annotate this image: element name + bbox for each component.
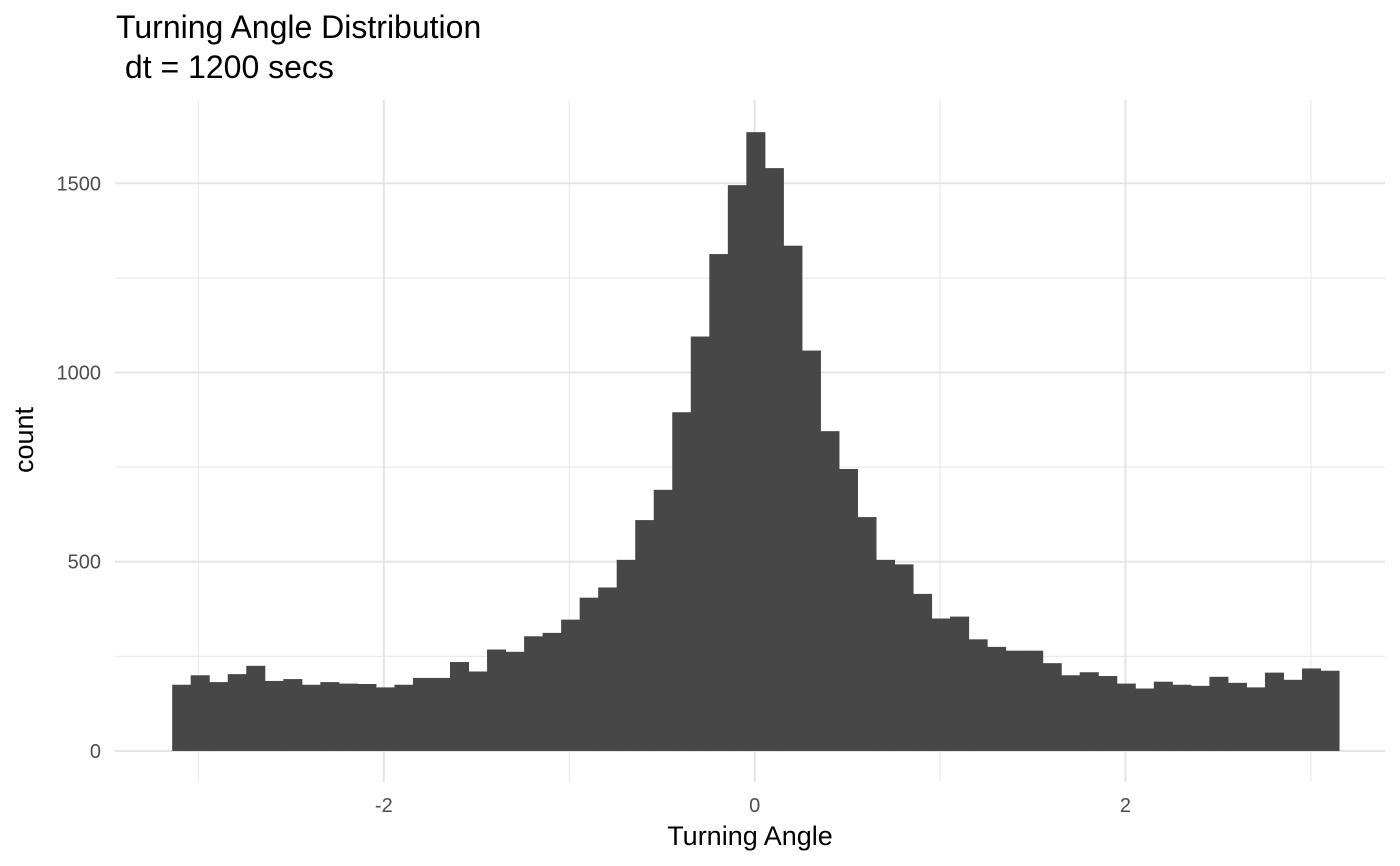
histogram-bar xyxy=(1024,650,1044,751)
histogram-bar xyxy=(1172,684,1192,751)
histogram-bar xyxy=(987,646,1007,751)
x-tick-label: 2 xyxy=(1120,795,1131,817)
histogram-bar xyxy=(301,684,321,751)
histogram-bar xyxy=(727,185,747,751)
histogram-bar xyxy=(1246,687,1266,751)
histogram-bar xyxy=(1153,681,1173,751)
histogram-bar xyxy=(783,245,803,751)
y-tick-label: 1500 xyxy=(57,173,102,195)
histogram-bar xyxy=(950,616,970,751)
histogram-bar xyxy=(190,675,210,751)
histogram-bar xyxy=(450,662,470,751)
histogram-bar xyxy=(246,665,266,751)
histogram-bar xyxy=(487,649,507,751)
histogram-bar xyxy=(635,520,655,751)
histogram-bar xyxy=(1227,682,1247,751)
histogram-bar xyxy=(505,651,525,751)
y-tick-label: 0 xyxy=(90,741,101,763)
x-axis-ticks: -2 0 2 xyxy=(375,795,1131,817)
histogram-bar xyxy=(1301,668,1322,751)
histogram-bar xyxy=(801,350,821,751)
histogram-bar xyxy=(394,684,414,751)
histogram-bar xyxy=(283,679,303,751)
histogram-bar xyxy=(1079,672,1099,751)
histogram-bars xyxy=(172,132,1340,751)
histogram-bar xyxy=(320,682,340,751)
histogram-bar xyxy=(820,431,840,751)
histogram-bar xyxy=(1320,670,1340,751)
histogram-bar xyxy=(338,683,358,751)
histogram-bar xyxy=(1061,675,1081,751)
y-axis-ticks: 0 500 1000 1500 xyxy=(57,173,102,763)
histogram-bar xyxy=(913,593,933,751)
histogram-bar xyxy=(598,587,618,751)
histogram-bar xyxy=(209,682,229,751)
histogram-bar xyxy=(524,636,544,751)
histogram-bar xyxy=(412,677,432,751)
chart-title: Turning Angle Distribution xyxy=(116,9,482,45)
histogram-bar xyxy=(876,559,896,751)
x-tick-label: 0 xyxy=(749,795,760,817)
x-tick-label: -2 xyxy=(375,795,393,817)
histogram-bar xyxy=(1264,672,1284,751)
y-tick-label: 500 xyxy=(68,552,101,574)
histogram-bar xyxy=(690,336,710,751)
histogram-bar xyxy=(357,683,377,751)
histogram-bar xyxy=(838,469,858,751)
histogram-bar xyxy=(1190,685,1210,751)
histogram-bar xyxy=(1135,688,1155,751)
histogram-bar xyxy=(931,618,951,751)
histogram-bar xyxy=(264,680,284,751)
histogram-bar xyxy=(431,677,451,751)
y-tick-label: 1000 xyxy=(57,362,102,384)
histogram-bar xyxy=(1005,650,1025,751)
histogram-bar xyxy=(616,559,636,751)
histogram-bar xyxy=(1098,676,1118,751)
histogram-bar xyxy=(746,132,766,751)
x-axis-title: Turning Angle xyxy=(667,821,833,851)
histogram-bar xyxy=(672,412,692,751)
histogram-bar xyxy=(1042,663,1062,751)
histogram-bar xyxy=(579,597,599,751)
histogram-bar xyxy=(764,168,784,751)
histogram-bar xyxy=(968,639,988,751)
histogram-bar xyxy=(709,254,729,751)
histogram-bar xyxy=(1209,676,1229,751)
chart-subtitle: dt = 1200 secs xyxy=(116,49,334,85)
y-axis-title: count xyxy=(9,406,39,473)
histogram-bar xyxy=(1116,683,1136,751)
histogram-bar xyxy=(561,619,581,751)
histogram-bar xyxy=(894,564,914,751)
histogram-bar xyxy=(542,632,562,751)
histogram-bar xyxy=(172,684,192,751)
histogram-bar xyxy=(468,671,488,751)
histogram-bar xyxy=(1283,679,1303,751)
histogram-bar xyxy=(653,489,673,751)
histogram-bar xyxy=(227,674,247,751)
histogram-bar xyxy=(857,517,877,751)
histogram-bar xyxy=(375,687,395,751)
